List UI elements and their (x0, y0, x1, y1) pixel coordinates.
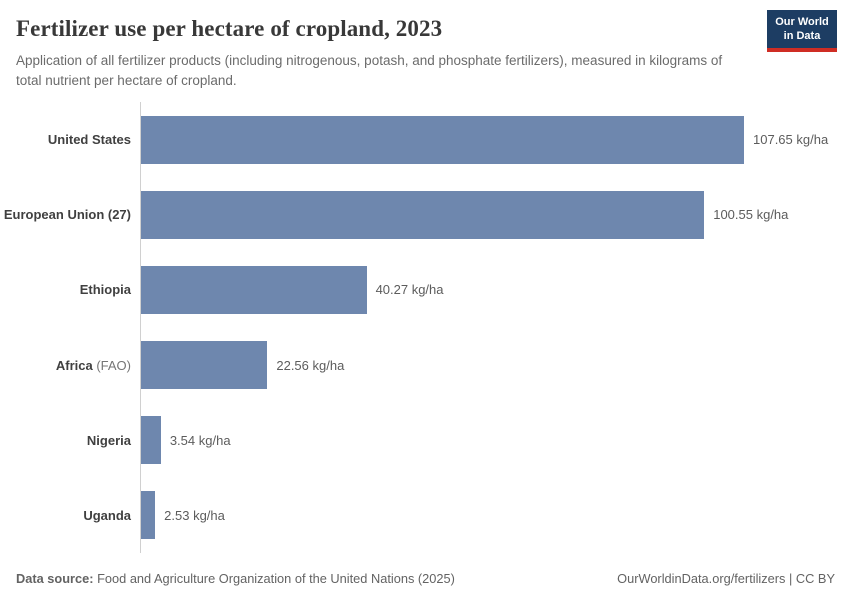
owid-logo-line2: in Data (783, 30, 821, 43)
bar-rows: United States 107.65 kg/ha European Unio… (0, 102, 850, 553)
entity-label: United States (0, 132, 141, 147)
bar-row: Uganda 2.53 kg/ha (0, 478, 850, 553)
bar-row: Nigeria 3.54 kg/ha (0, 403, 850, 478)
attribution-link[interactable]: OurWorldinData.org/fertilizers | CC BY (617, 571, 835, 586)
bar-row: United States 107.65 kg/ha (0, 102, 850, 177)
entity-label: European Union (27) (0, 207, 141, 222)
bar-row: European Union (27) 100.55 kg/ha (0, 177, 850, 252)
bar-chart: United States 107.65 kg/ha European Unio… (0, 102, 850, 553)
bar[interactable] (141, 416, 161, 465)
chart-footer: Data source: Food and Agriculture Organi… (16, 571, 835, 586)
chart-title: Fertilizer use per hectare of cropland, … (16, 16, 443, 41)
entity-name: European Union (27) (3, 207, 131, 223)
entity-name: Ethiopia (79, 282, 131, 298)
value-label: 100.55 kg/ha (713, 207, 789, 223)
data-source-text: Food and Agriculture Organization of the… (97, 571, 455, 586)
chart-subtitle: Application of all fertilizer products (… (16, 53, 723, 89)
entity-name: Nigeria (86, 432, 131, 448)
bar[interactable] (141, 190, 705, 239)
bar[interactable] (141, 491, 156, 540)
value-label: 22.56 kg/ha (276, 357, 345, 373)
entity-name: United States (47, 132, 131, 148)
data-source: Data source: Food and Agriculture Organi… (16, 571, 455, 586)
owid-logo-line1: Our World (775, 16, 829, 28)
bar[interactable] (141, 341, 268, 390)
entity-label: Africa (FAO) (0, 358, 141, 373)
data-source-label: Data source: (16, 571, 94, 586)
entity-label: Ethiopia (0, 282, 141, 297)
bar-row: Africa (FAO) 22.56 kg/ha (0, 327, 850, 402)
entity-name: Uganda (83, 507, 131, 523)
chart-header: Fertilizer use per hectare of cropland, … (16, 16, 740, 92)
entity-label: Nigeria (0, 433, 141, 448)
value-label: 3.54 kg/ha (169, 432, 231, 448)
entity-name: Africa (55, 357, 93, 373)
bar[interactable] (141, 265, 367, 314)
value-label: 2.53 kg/ha (164, 507, 225, 523)
bar[interactable] (141, 115, 744, 164)
y-axis-line (140, 102, 141, 553)
bar-row: Ethiopia 40.27 kg/ha (0, 252, 850, 327)
value-label: 107.65 kg/ha (753, 132, 829, 148)
entity-label: Uganda (0, 508, 141, 523)
entity-note: (FAO) (92, 357, 131, 373)
owid-logo[interactable]: Our World in Data (767, 10, 837, 52)
value-label: 40.27 kg/ha (375, 282, 444, 298)
